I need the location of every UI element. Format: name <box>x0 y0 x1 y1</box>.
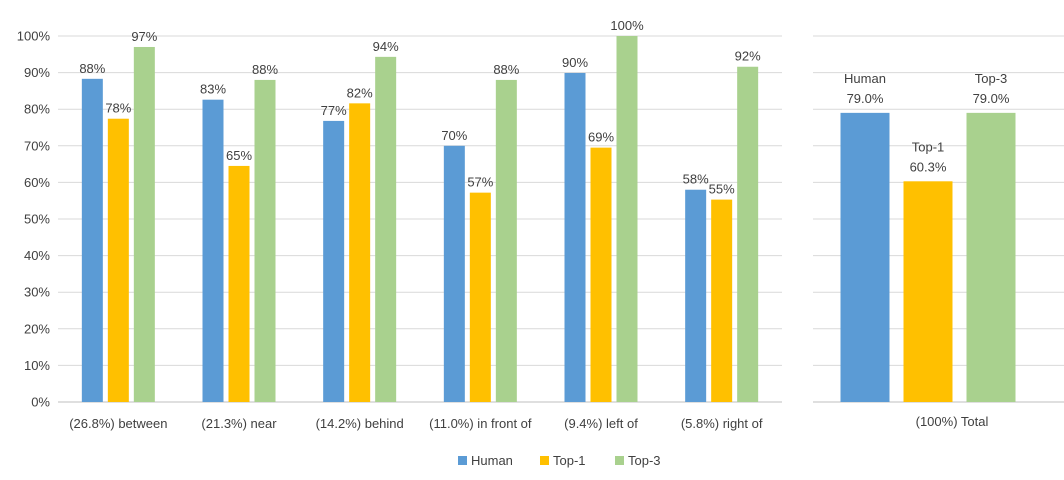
legend-swatch-human <box>458 456 467 465</box>
bar-top-3-4 <box>495 79 517 403</box>
legend-swatch-top-1 <box>540 456 549 465</box>
bar-human-5 <box>564 72 586 402</box>
total-value-label: 79.0% <box>973 91 1010 106</box>
data-label-top-3-3: 94% <box>373 39 399 54</box>
legend-label-top-3: Top-3 <box>628 453 661 468</box>
bar-top-3-5 <box>616 36 638 402</box>
data-label-human-4: 70% <box>441 128 467 143</box>
x-category-label-total: (100%) Total <box>916 414 989 429</box>
bar-human-1 <box>81 78 103 403</box>
data-label-top-1-4: 57% <box>467 175 493 190</box>
left-chart-gridlines <box>58 35 782 403</box>
left-chart-y-axis: 0% 10% 20% 30% 40% 50% 60% 70% 80% 90% 100% <box>17 29 51 410</box>
left-y-tick-label: 90% <box>24 65 50 80</box>
bar-human-2 <box>202 99 224 403</box>
data-label-top-1-3: 82% <box>347 85 373 100</box>
x-category-label: (5.8%) right of <box>681 416 763 431</box>
data-label-human-3: 77% <box>321 103 347 118</box>
left-y-tick-label: 50% <box>24 212 50 227</box>
bar-top-1-4 <box>469 192 491 402</box>
left-y-tick-label: 0% <box>31 395 50 410</box>
x-category-label: (14.2%) behind <box>316 416 404 431</box>
left-y-tick-label: 80% <box>24 102 50 117</box>
total-value-label: 79.0% <box>847 91 884 106</box>
data-label-top-1-2: 65% <box>226 148 252 163</box>
right-chart-data-labels: Human 79.0% Top-1 60.3% Top-3 79.0% <box>844 71 1010 174</box>
x-category-label: (26.8%) between <box>69 416 167 431</box>
data-label-human-1: 88% <box>79 61 105 76</box>
left-y-tick-label: 100% <box>17 29 51 44</box>
data-label-top-3-6: 92% <box>735 49 761 64</box>
data-label-top-1-1: 78% <box>105 101 131 116</box>
left-y-tick-label: 30% <box>24 285 50 300</box>
left-chart-bars <box>81 36 759 403</box>
total-series-name-label: Human <box>844 71 886 86</box>
total-bar-top-1 <box>903 181 953 402</box>
data-label-human-2: 83% <box>200 82 226 97</box>
data-label-top-3-4: 88% <box>493 62 519 77</box>
left-y-tick-label: 60% <box>24 175 50 190</box>
data-label-top-3-1: 97% <box>131 29 157 44</box>
bar-top-1-6 <box>711 199 733 402</box>
legend-label-human: Human <box>471 453 513 468</box>
data-label-human-6: 58% <box>683 172 709 187</box>
data-label-top-3-2: 88% <box>252 62 278 77</box>
left-y-tick-label: 70% <box>24 138 50 153</box>
right-chart-bars <box>840 112 1016 403</box>
left-chart-data-labels: 88% 78% 97% 83% 65% 88% 77%82% 94% 70% 57% 88% 90% 6… <box>79 18 761 197</box>
bar-human-6 <box>685 189 707 402</box>
bar-top-1-3 <box>349 103 371 403</box>
total-value-label: 60.3% <box>910 159 947 174</box>
total-bar-human <box>840 112 890 403</box>
total-series-name-label: Top-1 <box>912 139 945 154</box>
left-y-tick-label: 20% <box>24 321 50 336</box>
bar-human-3 <box>323 120 345 403</box>
bar-human-4 <box>443 145 465 403</box>
bar-top-1-5 <box>590 147 612 402</box>
x-category-label: (21.3%) near <box>201 416 277 431</box>
bar-top-1-2 <box>228 165 250 402</box>
x-category-label: (11.0%) in front of <box>429 416 532 431</box>
legend: Human Top-1 Top-3 <box>458 453 661 468</box>
left-y-tick-label: 40% <box>24 248 50 263</box>
legend-swatch-top-3 <box>615 456 624 465</box>
total-bar-top-3 <box>966 112 1016 403</box>
data-label-human-5: 90% <box>562 55 588 70</box>
bar-top-3-1 <box>133 46 155 402</box>
left-chart-x-axis: (26.8%) between (21.3%) near (14.2%) behin… <box>69 416 763 431</box>
bar-top-3-6 <box>737 66 759 402</box>
legend-label-top-1: Top-1 <box>553 453 586 468</box>
bar-top-3-2 <box>254 79 276 403</box>
data-label-top-1-5: 69% <box>588 130 614 145</box>
x-category-label: (9.4%) left of <box>564 416 638 431</box>
data-label-top-1-6: 55% <box>709 182 735 197</box>
data-label-top-3-5: 100% <box>610 18 644 33</box>
bar-top-1-1 <box>107 118 129 402</box>
right-chart-x-axis: (100%) Total <box>916 414 989 429</box>
left-y-tick-label: 10% <box>24 358 50 373</box>
total-series-name-label: Top-3 <box>975 71 1008 86</box>
bar-top-3-3 <box>375 56 397 402</box>
